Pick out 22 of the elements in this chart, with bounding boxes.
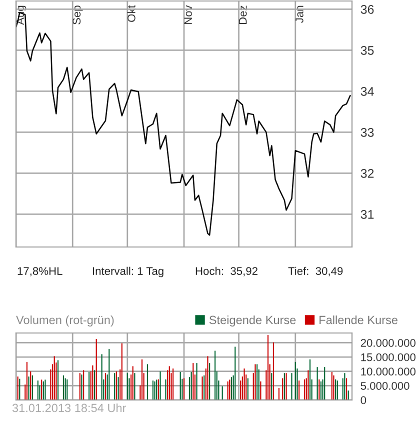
y-tick-label: 35	[360, 46, 374, 55]
y-tick-label: 36	[360, 5, 374, 14]
text: Intervall: 1 Tag	[93, 266, 164, 278]
y-tick-label: 5.000.000	[360, 382, 410, 390]
legend-label: Steigende Kurse	[209, 315, 296, 327]
y-tick-label: 34	[360, 87, 374, 96]
text: Tief: 30,49	[288, 266, 343, 276]
text: 17,8%HL	[18, 267, 62, 276]
x-tick-label: Jan	[296, 6, 304, 23]
text: Hoch: 35,92	[196, 266, 258, 276]
y-tick-label: 15.000.000	[361, 353, 416, 362]
chart-title: Volumen (rot-grün)	[16, 315, 114, 327]
y-tick-label: 32	[360, 169, 374, 178]
y-tick-label: 33	[360, 128, 374, 137]
legend-label: Fallende Kurse	[320, 315, 398, 324]
y-tick-label: 20.000.000	[360, 339, 416, 347]
y-tick-label: 10.000.000	[361, 368, 416, 376]
y-tick-label: 31	[360, 210, 374, 219]
text: 31.01.2013 18:54 Uhr	[12, 403, 126, 412]
y-tick-label: 0	[360, 396, 366, 404]
x-tick-label: Sep	[72, 6, 83, 24]
x-tick-label: Okt	[127, 5, 136, 22]
